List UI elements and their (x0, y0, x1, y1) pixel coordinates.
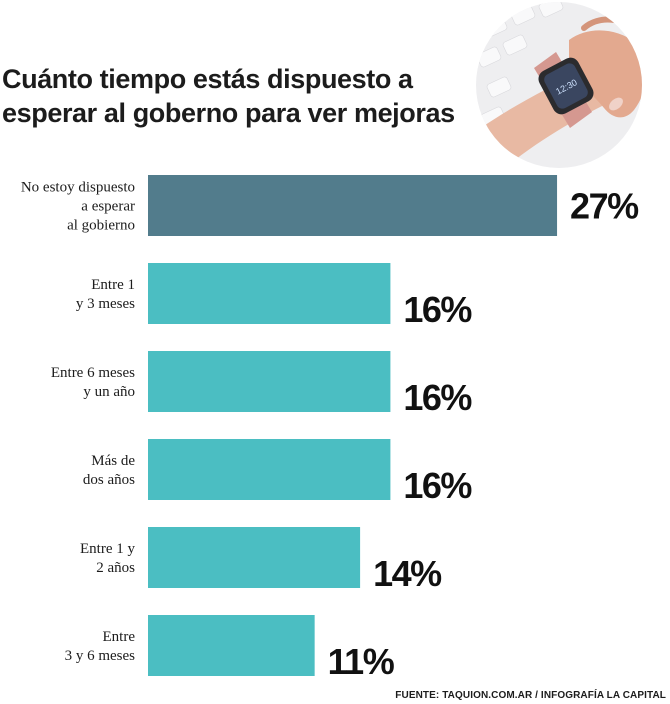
category-label-6: Entre 3 y 6 meses (65, 629, 136, 664)
bar-3 (148, 351, 391, 412)
bar-2 (148, 263, 391, 324)
value-label-6: 11% (328, 641, 395, 680)
category-label-4: Más de dos años (83, 453, 135, 488)
category-label-line: Entre 1 (91, 277, 135, 293)
category-label-line: al gobierno (67, 218, 135, 234)
category-label-line: a esperar (81, 199, 135, 215)
category-label-line: Más de (91, 453, 135, 469)
value-label-2: 16% (403, 289, 472, 330)
category-label-line: Entre 6 meses (51, 365, 135, 381)
bar-4 (148, 439, 391, 500)
chart-title: Cuánto tiempo estás dispuesto a esperar … (2, 62, 472, 130)
category-label-line: dos años (83, 472, 135, 488)
chart-title-line-2: esperar al goberno para ver mejoras (2, 98, 455, 128)
value-label-1: 27% (570, 186, 639, 227)
bar-chart: No estoy dispuesto a esperar al gobierno 27… (21, 175, 641, 680)
bar-5 (148, 527, 361, 588)
value-label-4: 16% (403, 465, 472, 506)
category-label-3: Entre 6 meses y un año (51, 365, 135, 400)
category-label-line: 2 años (96, 560, 135, 576)
category-label-line: Entre (103, 629, 136, 645)
category-label-1: No estoy dispuesto a esperar al gobierno (21, 180, 135, 234)
value-label-3: 16% (403, 377, 472, 418)
smartwatch-on-wrist-icon: 12:30 (476, 2, 642, 168)
category-label-line: No estoy dispuesto (21, 180, 135, 196)
category-label-5: Entre 1 y 2 años (80, 541, 135, 576)
category-label-line: y un año (83, 384, 135, 400)
category-label-line: y 3 meses (76, 296, 135, 312)
value-label-5: 14% (373, 553, 442, 594)
category-label-2: Entre 1 y 3 meses (76, 277, 135, 312)
source-note: FUENTE: TAQUION.COM.AR / INFOGRAFÍA LA C… (395, 690, 666, 701)
category-label-line: 3 y 6 meses (65, 648, 136, 664)
bar-6 (148, 615, 315, 676)
chart-title-line-1: Cuánto tiempo estás dispuesto a (2, 64, 413, 94)
bar-1 (148, 175, 558, 236)
category-label-line: Entre 1 y (80, 541, 135, 557)
